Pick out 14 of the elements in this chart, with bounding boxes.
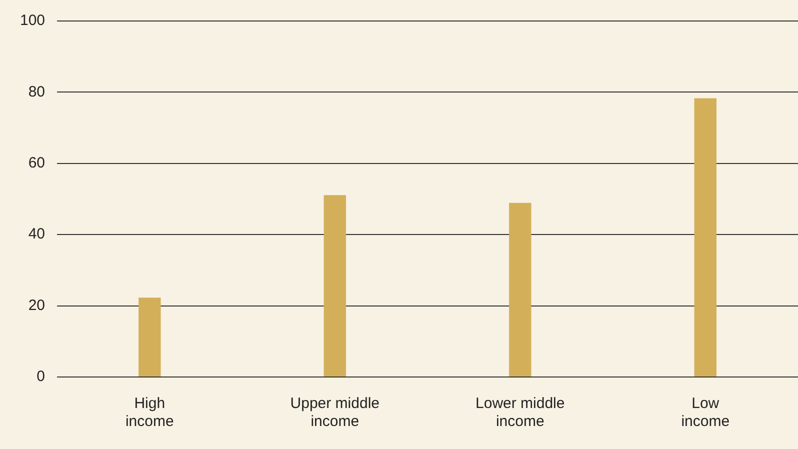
- y-tick-label: 80: [28, 83, 46, 100]
- bar: [324, 195, 346, 376]
- x-tick-label: Low income: [681, 395, 730, 430]
- x-tick-label: High income: [125, 395, 174, 430]
- y-tick-label: 0: [36, 368, 46, 386]
- y-tick-label: 20: [28, 296, 46, 314]
- y-tick-label: 60: [28, 154, 46, 172]
- x-tick-label: Lower middle income: [476, 395, 565, 430]
- bar: [138, 298, 161, 376]
- y-tick-label: 40: [28, 226, 46, 243]
- y-tick-label: 100: [20, 12, 46, 30]
- x-tick-label: Upper middle income: [290, 395, 380, 430]
- bar: [694, 98, 716, 376]
- bar: [509, 202, 532, 376]
